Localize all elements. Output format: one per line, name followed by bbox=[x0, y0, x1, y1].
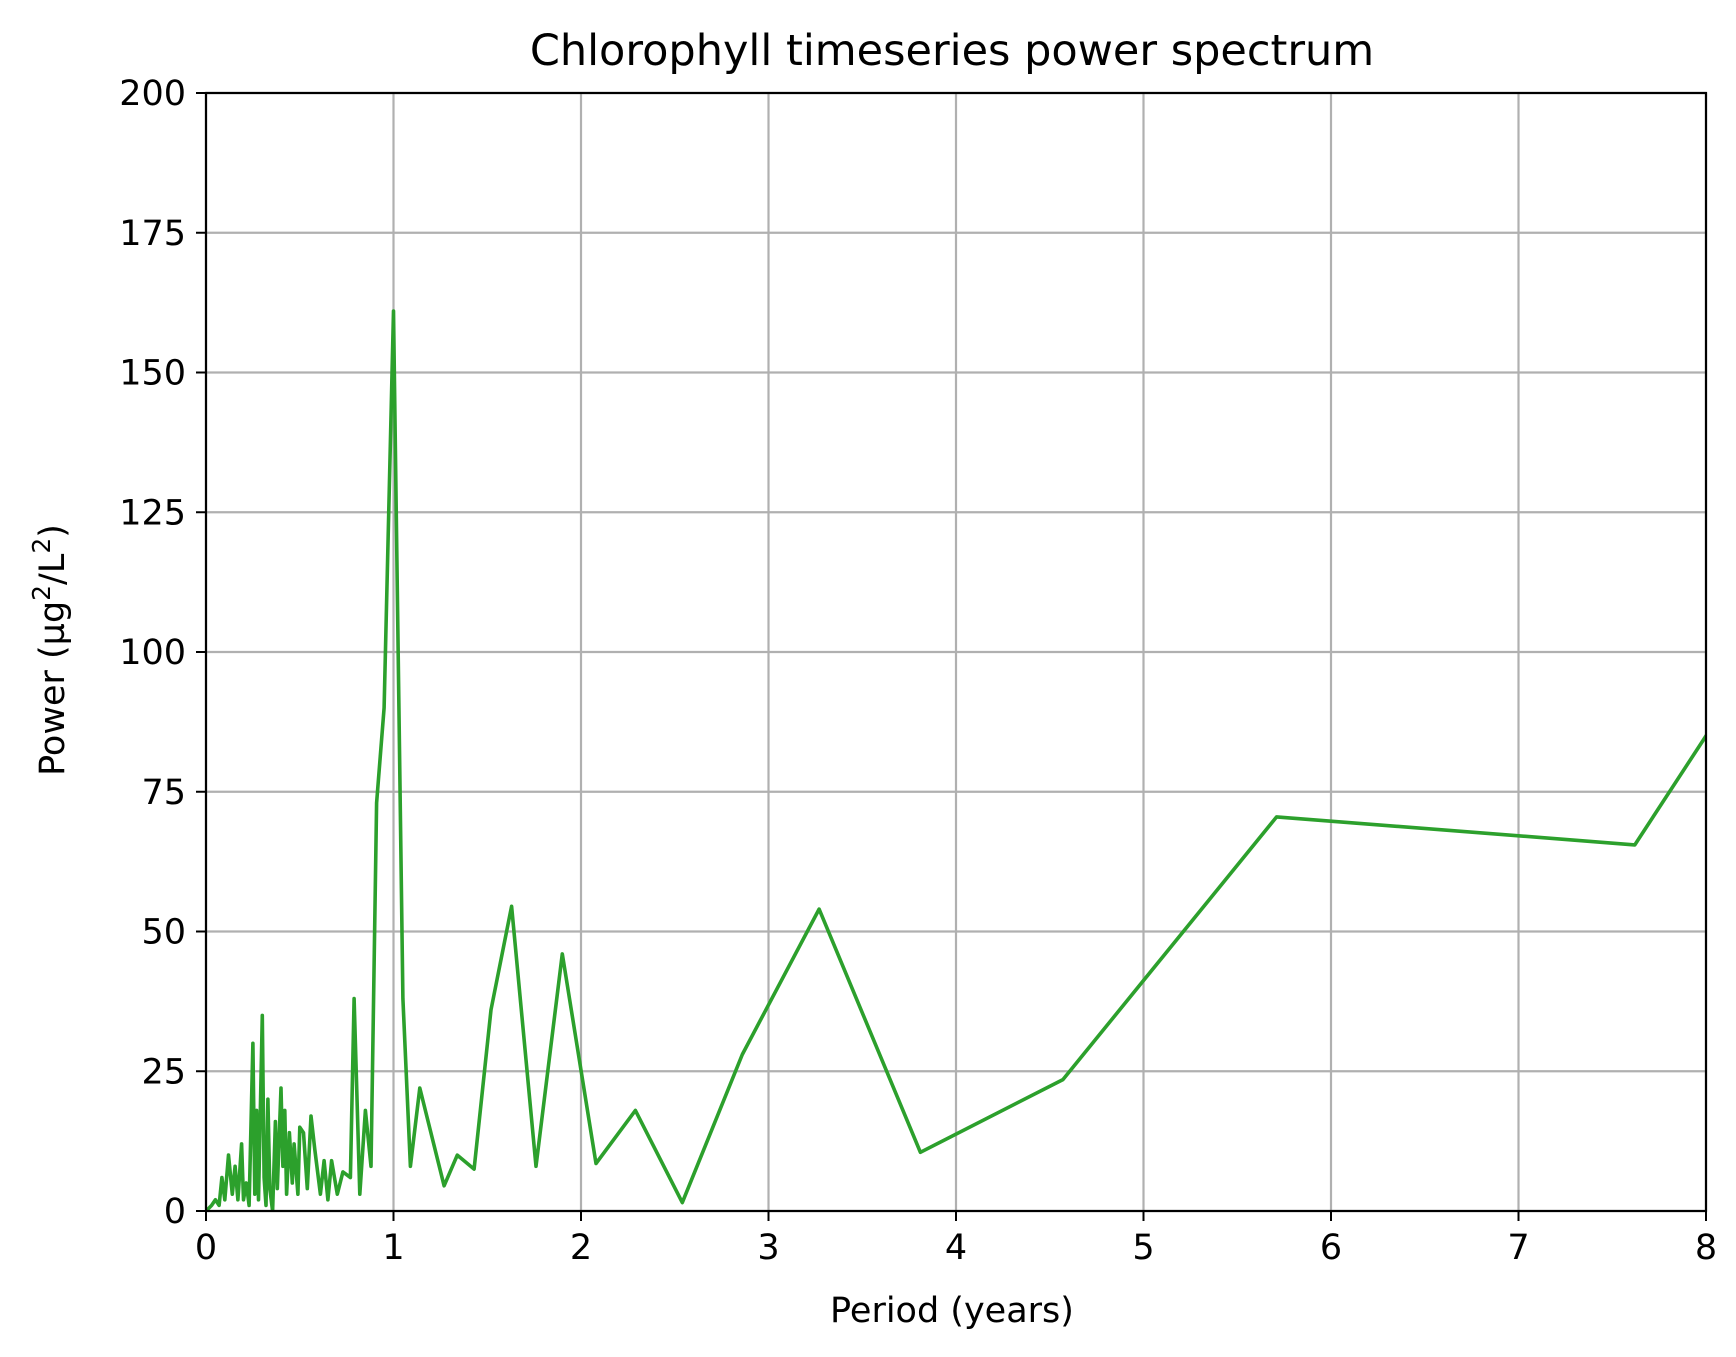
y-axis-label-superscript: 2 bbox=[27, 538, 56, 554]
x-tick-label: 2 bbox=[570, 1228, 592, 1268]
y-axis-label: Power (µg2/L2) bbox=[27, 524, 74, 776]
y-tick-label: 200 bbox=[119, 74, 186, 114]
x-tick-label: 0 bbox=[195, 1228, 217, 1268]
power-spectrum-line bbox=[206, 309, 1706, 1211]
x-tick-label: 5 bbox=[1132, 1228, 1154, 1268]
x-tick-label: 1 bbox=[382, 1228, 404, 1268]
chart-title: Chlorophyll timeseries power spectrum bbox=[530, 26, 1374, 76]
y-axis-label-part: ) bbox=[33, 524, 73, 538]
x-tick-label: 8 bbox=[1695, 1228, 1717, 1268]
y-axis-label-superscript: 2 bbox=[27, 585, 56, 601]
x-axis-label: Period (years) bbox=[830, 1291, 1074, 1331]
y-axis-label-part: Power (µg bbox=[33, 601, 73, 776]
y-tick-label: 50 bbox=[141, 913, 186, 953]
y-tick-label: 100 bbox=[119, 633, 186, 673]
x-tick-label: 3 bbox=[757, 1228, 779, 1268]
x-tick-label: 4 bbox=[945, 1228, 967, 1268]
y-tick-label: 0 bbox=[164, 1192, 186, 1232]
y-axis-label-part: /L bbox=[33, 553, 73, 585]
y-tick-label: 150 bbox=[119, 354, 186, 394]
x-axis-ticks: 0 1 2 3 4 5 6 7 8 bbox=[195, 1211, 1717, 1268]
y-tick-label: 175 bbox=[119, 214, 186, 254]
series-layer bbox=[206, 309, 1706, 1211]
x-tick-label: 7 bbox=[1507, 1228, 1529, 1268]
y-axis-ticks: 0 25 50 75 100 125 150 175 200 bbox=[119, 74, 206, 1232]
y-tick-label: 25 bbox=[141, 1052, 186, 1092]
y-tick-label: 125 bbox=[119, 493, 186, 533]
y-tick-label: 75 bbox=[141, 773, 186, 813]
x-tick-label: 6 bbox=[1320, 1228, 1342, 1268]
